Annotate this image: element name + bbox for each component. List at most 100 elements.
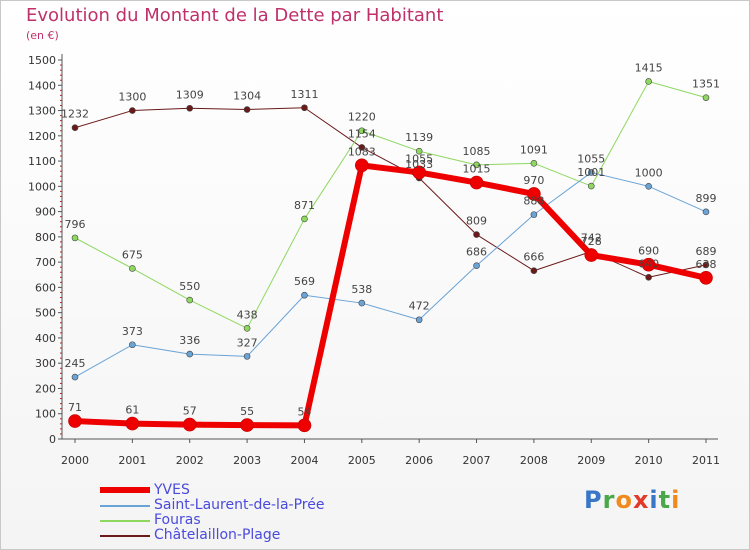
data-point-yves xyxy=(68,414,82,428)
data-label-saint-laurent-de-la-pr-e: 686 xyxy=(466,246,487,259)
legend-swatch-saint-laurent xyxy=(100,505,150,507)
data-label-saint-laurent-de-la-pr-e: 1000 xyxy=(635,166,663,179)
y-tick-label: 900 xyxy=(35,206,56,219)
data-point-saint-laurent-de-la-pr-e xyxy=(129,341,136,349)
x-tick-label: 2003 xyxy=(233,454,261,467)
data-point-yves xyxy=(469,175,484,190)
data-label-yves: 55 xyxy=(240,405,254,418)
data-point-fouras xyxy=(243,325,251,332)
data-label-fouras: 1139 xyxy=(405,131,433,144)
data-point-yves xyxy=(412,165,426,180)
y-tick-label: 1100 xyxy=(28,155,56,168)
x-tick-label: 2007 xyxy=(463,454,491,467)
data-label-fouras: 438 xyxy=(237,308,258,321)
data-label-ch-telaillon-plage: 809 xyxy=(466,215,487,228)
data-label-yves: 61 xyxy=(125,404,139,417)
series-line-ch-telaillon-plage xyxy=(74,107,707,278)
data-point-saint-laurent-de-la-pr-e xyxy=(71,373,79,381)
y-tick-label: 200 xyxy=(35,382,56,395)
data-point-yves xyxy=(527,187,541,201)
data-label-saint-laurent-de-la-pr-e: 336 xyxy=(179,334,200,347)
data-point-fouras xyxy=(530,160,538,167)
data-point-yves xyxy=(355,158,369,173)
data-point-saint-laurent-de-la-pr-e xyxy=(358,299,366,307)
data-point-fouras xyxy=(71,234,79,242)
data-point-yves xyxy=(182,417,197,432)
data-label-ch-telaillon-plage: 1309 xyxy=(176,88,204,101)
data-label-fouras: 1220 xyxy=(348,111,376,124)
y-tick-label: 0 xyxy=(49,433,56,446)
data-label-ch-telaillon-plage: 1154 xyxy=(348,127,376,140)
legend-label-fouras: Fouras xyxy=(154,512,201,528)
x-tick-label: 2006 xyxy=(405,454,433,467)
y-tick-label: 1500 xyxy=(28,54,56,67)
legend-swatch-chatelaillon xyxy=(100,535,150,537)
x-tick-label: 2008 xyxy=(520,454,548,467)
y-tick-label: 400 xyxy=(35,332,56,345)
legend-swatch-fouras xyxy=(100,520,150,522)
x-tick-label: 2009 xyxy=(577,454,605,467)
legend-label-yves: YVES xyxy=(154,482,190,498)
data-point-ch-telaillon-plage xyxy=(71,124,79,132)
chart-subtitle: (en €) xyxy=(26,29,59,42)
data-point-saint-laurent-de-la-pr-e xyxy=(645,183,652,190)
data-point-ch-telaillon-plage xyxy=(129,107,136,114)
data-point-fouras xyxy=(358,127,366,135)
data-label-saint-laurent-de-la-pr-e: 1055 xyxy=(577,152,605,165)
data-label-fouras: 675 xyxy=(122,248,143,261)
y-tick-label: 1000 xyxy=(28,180,56,193)
y-tick-label: 1200 xyxy=(28,130,56,143)
data-label-saint-laurent-de-la-pr-e: 538 xyxy=(351,283,372,296)
data-point-saint-laurent-de-la-pr-e xyxy=(473,262,480,269)
data-label-yves: 1083 xyxy=(348,145,376,158)
data-point-yves xyxy=(699,270,713,285)
x-tick-label: 2001 xyxy=(118,454,146,467)
data-label-ch-telaillon-plage: 1300 xyxy=(118,91,146,104)
data-point-fouras xyxy=(587,182,595,190)
y-tick-label: 700 xyxy=(35,256,56,269)
data-label-ch-telaillon-plage: 742 xyxy=(581,232,602,245)
data-label-yves: 690 xyxy=(638,245,659,258)
data-point-fouras xyxy=(186,296,194,304)
data-label-saint-laurent-de-la-pr-e: 899 xyxy=(696,192,717,205)
data-label-fouras: 550 xyxy=(179,280,200,293)
legend-swatch-yves xyxy=(100,487,150,493)
data-point-saint-laurent-de-la-pr-e xyxy=(587,169,595,176)
x-tick-label: 2011 xyxy=(692,454,720,467)
data-label-yves: 728 xyxy=(581,235,602,248)
data-label-saint-laurent-de-la-pr-e: 245 xyxy=(65,357,86,370)
data-label-saint-laurent-de-la-pr-e: 888 xyxy=(523,195,544,208)
y-tick-label: 1400 xyxy=(28,79,56,92)
data-label-yves: 638 xyxy=(696,258,717,271)
data-point-fouras xyxy=(473,161,480,169)
data-point-yves xyxy=(641,257,656,272)
data-point-ch-telaillon-plage xyxy=(186,104,194,112)
x-tick-label: 2000 xyxy=(61,454,89,467)
series-line-yves xyxy=(72,162,709,429)
legend-label-chatelaillon: Châtelaillon-Plage xyxy=(154,527,281,543)
data-label-ch-telaillon-plage: 1232 xyxy=(61,108,89,121)
data-label-ch-telaillon-plage: 666 xyxy=(523,251,544,264)
data-point-saint-laurent-de-la-pr-e xyxy=(243,353,251,360)
data-point-fouras xyxy=(645,78,652,85)
data-point-fouras xyxy=(415,147,423,155)
data-point-ch-telaillon-plage xyxy=(645,273,652,281)
data-label-yves: 71 xyxy=(68,401,82,414)
data-point-saint-laurent-de-la-pr-e xyxy=(530,211,538,218)
data-label-fouras: 871 xyxy=(294,199,315,212)
data-label-ch-telaillon-plage: 1304 xyxy=(233,90,261,103)
y-tick-label: 1300 xyxy=(28,105,56,118)
data-label-ch-telaillon-plage: 1033 xyxy=(405,158,433,171)
data-label-yves: 57 xyxy=(183,405,197,418)
x-tick-label: 2004 xyxy=(290,454,318,467)
data-label-ch-telaillon-plage: 689 xyxy=(696,245,717,258)
x-tick-label: 2010 xyxy=(635,454,663,467)
data-label-saint-laurent-de-la-pr-e: 569 xyxy=(294,275,315,288)
data-point-saint-laurent-de-la-pr-e xyxy=(415,316,423,324)
data-label-fouras: 1091 xyxy=(520,143,548,156)
series-line-fouras xyxy=(74,80,707,329)
data-point-yves xyxy=(240,418,254,432)
y-tick-label: 300 xyxy=(35,357,56,370)
